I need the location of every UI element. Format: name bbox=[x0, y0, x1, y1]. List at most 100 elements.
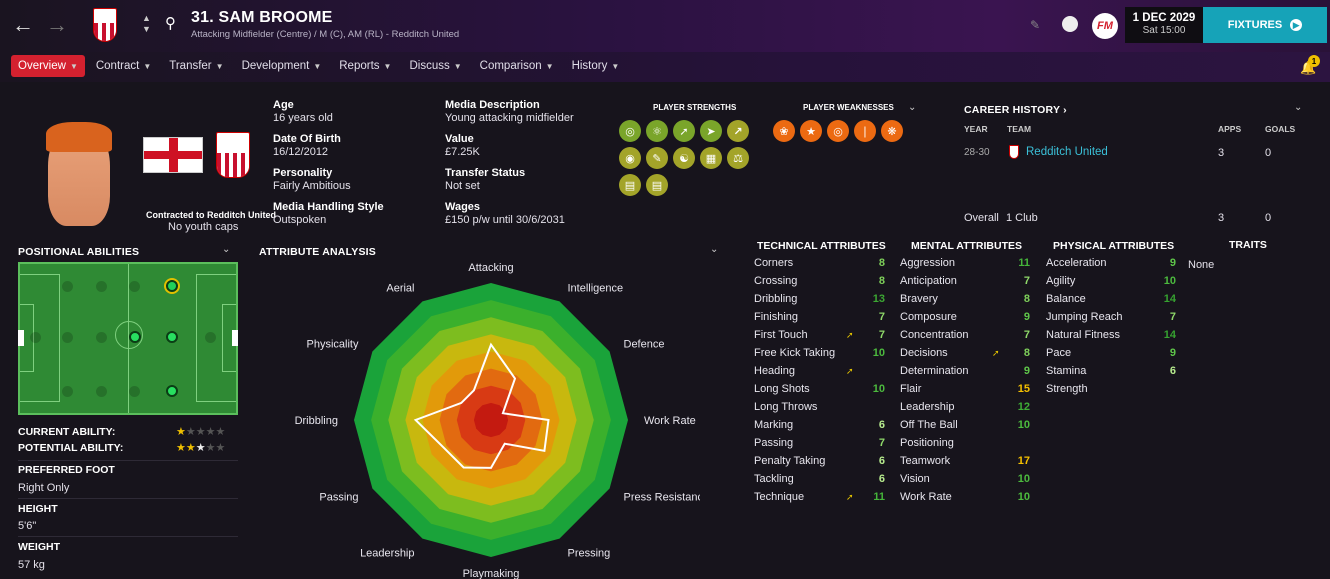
attr-name: Strength bbox=[1046, 383, 1088, 395]
fm-logo-icon[interactable]: FM bbox=[1092, 13, 1118, 39]
attr-row[interactable]: Natural Fitness 14 bbox=[1046, 326, 1176, 344]
back-arrow-icon[interactable]: ← bbox=[12, 12, 34, 37]
chevron-down-icon[interactable]: ⌄ bbox=[908, 102, 917, 113]
fixtures-button[interactable]: FIXTURES ▶ bbox=[1203, 7, 1327, 43]
divider bbox=[18, 536, 238, 537]
attr-row[interactable]: Crossing 8 bbox=[754, 272, 885, 290]
strength-icon[interactable]: ◉ bbox=[619, 147, 641, 169]
tab-transfer[interactable]: Transfer ▼ bbox=[162, 55, 230, 77]
tab-contract[interactable]: Contract ▼ bbox=[89, 55, 158, 77]
attr-row[interactable]: Penalty Taking 6 bbox=[754, 452, 885, 470]
pitch[interactable] bbox=[18, 262, 238, 415]
weakness-icon[interactable]: ★ bbox=[800, 120, 822, 142]
attr-row[interactable]: Technique ➚ 11 bbox=[754, 488, 885, 506]
current-time: Sat 15:00 bbox=[1142, 25, 1186, 36]
strength-icon[interactable]: ☯ bbox=[673, 147, 695, 169]
tab-reports[interactable]: Reports ▼ bbox=[332, 55, 398, 77]
attr-row[interactable]: Aggression 11 bbox=[900, 254, 1030, 272]
career-history-title[interactable]: CAREER HISTORY › bbox=[964, 104, 1067, 116]
position-dot-amr[interactable] bbox=[166, 280, 178, 292]
attr-row[interactable]: Corners 8 bbox=[754, 254, 885, 272]
strength-icon[interactable]: ↗ bbox=[727, 120, 749, 142]
attribute-analysis-title: ATTRIBUTE ANALYSIS bbox=[259, 246, 376, 258]
tab-overview[interactable]: Overview ▼ bbox=[11, 55, 85, 77]
edit-pencil-icon[interactable]: ✎ bbox=[1030, 18, 1041, 32]
traits-title: TRAITS bbox=[1229, 239, 1267, 251]
chevron-down-icon[interactable]: ⌄ bbox=[710, 244, 719, 255]
attr-row[interactable]: Dribbling 13 bbox=[754, 290, 885, 308]
attr-row[interactable]: Pace 9 bbox=[1046, 344, 1176, 362]
attr-row[interactable]: Flair 15 bbox=[900, 380, 1030, 398]
strength-icon[interactable]: ➚ bbox=[673, 120, 695, 142]
chevron-down-icon[interactable]: ⌄ bbox=[222, 244, 231, 255]
attr-value: 8 bbox=[1023, 293, 1030, 305]
attr-row[interactable]: Acceleration 9 bbox=[1046, 254, 1176, 272]
attr-row[interactable]: Long Shots 10 bbox=[754, 380, 885, 398]
attr-row[interactable]: Bravery 8 bbox=[900, 290, 1030, 308]
attr-row[interactable]: Jumping Reach 7 bbox=[1046, 308, 1176, 326]
tab-comparison[interactable]: Comparison ▼ bbox=[473, 55, 561, 77]
media-style-value: Outspoken bbox=[273, 214, 327, 226]
strength-icon[interactable]: ⚖ bbox=[727, 147, 749, 169]
attr-row[interactable]: Vision 10 bbox=[900, 470, 1030, 488]
attr-row[interactable]: Decisions ➚ 8 bbox=[900, 344, 1030, 362]
search-icon[interactable]: ⚲ bbox=[165, 15, 176, 32]
attr-row[interactable]: Heading ➚ bbox=[754, 362, 885, 380]
weakness-icon[interactable]: ❀ bbox=[773, 120, 795, 142]
strength-icon[interactable]: ◎ bbox=[619, 120, 641, 142]
attr-row[interactable]: Tackling 6 bbox=[754, 470, 885, 488]
chevron-down-icon[interactable]: ⌄ bbox=[1294, 102, 1303, 113]
position-dot-mc[interactable] bbox=[129, 331, 141, 343]
attr-row[interactable]: Strength bbox=[1046, 380, 1176, 398]
forward-arrow-icon[interactable]: → bbox=[46, 12, 68, 37]
attr-row[interactable]: Off The Ball 10 bbox=[900, 416, 1030, 434]
strength-icon[interactable]: ▦ bbox=[700, 147, 722, 169]
attr-value: 10 bbox=[872, 383, 885, 395]
attr-row[interactable]: Concentration 7 bbox=[900, 326, 1030, 344]
ball-icon[interactable] bbox=[1062, 16, 1078, 32]
radar-axis-label: Defence bbox=[624, 339, 665, 351]
star-icon: ★ bbox=[185, 442, 196, 454]
chevron-down-icon: ▼ bbox=[611, 61, 620, 71]
tab-history[interactable]: History ▼ bbox=[565, 55, 627, 77]
attr-value: 14 bbox=[1163, 293, 1176, 305]
attr-row[interactable]: Positioning bbox=[900, 434, 1030, 452]
physical-list: Acceleration 9 Agility 10 Balance 14 Jumpin… bbox=[1046, 254, 1176, 398]
current-ability-label: CURRENT ABILITY: bbox=[18, 426, 116, 438]
date-box[interactable]: 1 DEC 2029 Sat 15:00 bbox=[1125, 7, 1203, 43]
attr-row[interactable]: Leadership 12 bbox=[900, 398, 1030, 416]
attr-row[interactable]: Stamina 6 bbox=[1046, 362, 1176, 380]
attr-row[interactable]: Marking 6 bbox=[754, 416, 885, 434]
tab-discuss[interactable]: Discuss ▼ bbox=[402, 55, 468, 77]
position-dot-amc[interactable] bbox=[166, 331, 178, 343]
position-dot-empty bbox=[62, 386, 73, 397]
position-dot-aml[interactable] bbox=[166, 385, 178, 397]
attr-row[interactable]: Free Kick Taking 10 bbox=[754, 344, 885, 362]
career-row-team[interactable]: Redditch United bbox=[1026, 146, 1108, 158]
attr-row[interactable]: Determination 9 bbox=[900, 362, 1030, 380]
attr-row[interactable]: Teamwork 17 bbox=[900, 452, 1030, 470]
attr-row[interactable]: Agility 10 bbox=[1046, 272, 1176, 290]
attr-row[interactable]: Long Throws bbox=[754, 398, 885, 416]
strength-icon[interactable]: ✎ bbox=[646, 147, 668, 169]
tab-label: Development bbox=[241, 60, 310, 72]
value-label: Value bbox=[445, 133, 474, 145]
attr-row[interactable]: Finishing 7 bbox=[754, 308, 885, 326]
weakness-icon[interactable]: ❘ bbox=[854, 120, 876, 142]
attr-row[interactable]: Work Rate 10 bbox=[900, 488, 1030, 506]
player-switch-chevrons-icon[interactable]: ▲ ▼ bbox=[142, 13, 151, 34]
weakness-icon[interactable]: ◎ bbox=[827, 120, 849, 142]
weakness-icon[interactable]: ❋ bbox=[881, 120, 903, 142]
attr-name: Dribbling bbox=[754, 293, 798, 305]
strength-icon[interactable]: ▤ bbox=[646, 174, 668, 196]
attr-row[interactable]: First Touch ➚ 7 bbox=[754, 326, 885, 344]
attr-row[interactable]: Balance 14 bbox=[1046, 290, 1176, 308]
club-crest-icon bbox=[93, 8, 117, 42]
attr-row[interactable]: Anticipation 7 bbox=[900, 272, 1030, 290]
strength-icon[interactable]: ⚛ bbox=[646, 120, 668, 142]
tab-development[interactable]: Development ▼ bbox=[235, 55, 329, 77]
attr-row[interactable]: Composure 9 bbox=[900, 308, 1030, 326]
strength-icon[interactable]: ▤ bbox=[619, 174, 641, 196]
strength-icon[interactable]: ➤ bbox=[700, 120, 722, 142]
attr-row[interactable]: Passing 7 bbox=[754, 434, 885, 452]
